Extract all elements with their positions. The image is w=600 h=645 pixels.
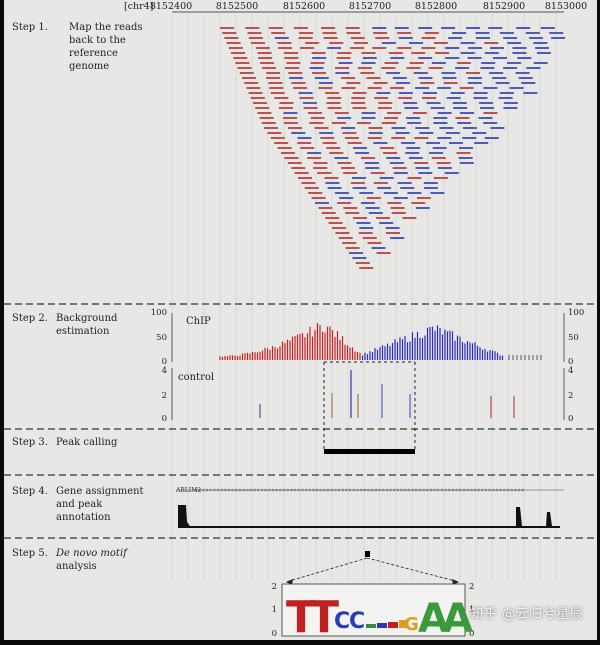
motif-tick-right-0: 0 [469,629,474,639]
logo-letter-5: G [404,614,419,635]
svg-text:Step 1.: Step 1. [12,22,48,33]
chip-signal-bars [219,323,542,360]
step-2-label: Step 2. Background estimation [12,313,118,337]
motif-tick-right-1: 1 [469,605,474,615]
gene-coverage-profile [176,505,560,528]
peak-summit-marker [365,551,370,557]
logo-letter-2: T [309,592,339,640]
coord-tick-5: 8152800 [415,1,457,12]
chip-tick-right-100: 100 [568,308,584,318]
coord-tick-2: 8152500 [216,1,258,12]
motif-tick-left-2: 2 [272,582,277,592]
control-bars [259,370,515,418]
svg-text:annotation: annotation [56,512,111,523]
svg-text:Map the reads: Map the reads [69,22,143,33]
chip-tick-left-0: 0 [162,357,167,367]
control-tick-right-0: 0 [568,414,573,424]
sequence-logo: T T C C G A A [286,592,473,640]
coordinate-axis: [chr4] 8152400 8152500 8152600 8152700 8… [124,1,587,13]
chip-tick-right-50: 50 [568,333,579,343]
logo-letter-3: C [334,609,350,634]
control-tick-left-2: 2 [162,391,167,401]
figure-panel: [chr4] 8152400 8152500 8152600 8152700 8… [4,0,597,640]
svg-text:Step 2.: Step 2. [12,313,48,324]
control-tick-right-2: 2 [568,391,573,401]
chip-label: ChIP [186,316,211,327]
svg-text:Peak calling: Peak calling [56,437,118,448]
coord-tick-1: 8152400 [150,1,192,12]
logo-letter-7: A [442,596,473,640]
step-1-label: Step 1. Map the reads back to the refere… [12,22,143,72]
svg-text:Step 4.: Step 4. [12,486,48,497]
svg-text:estimation: estimation [56,326,110,337]
peak-window [323,361,416,450]
step-3-label: Step 3. Peak calling [12,437,118,448]
logo-letter-1: T [286,592,316,640]
control-tick-right-4: 4 [568,366,573,376]
svg-text:genome: genome [69,61,109,72]
coord-tick-6: 8152900 [483,1,525,12]
control-label: control [178,372,214,383]
gene-direction-arrows: ««««««««««««««««««««««««««««««««««««««««… [194,487,525,494]
svg-text:Step 3.: Step 3. [12,437,48,448]
svg-text:and peak: and peak [56,499,103,510]
chip-tick-right-0: 0 [568,357,573,367]
chromosome-label: [chr4] [124,1,153,12]
motif-tick-left-0: 0 [272,629,277,639]
chip-tick-left-50: 50 [156,333,167,343]
vertical-grid [171,14,557,580]
pipeline-figure: [chr4] 8152400 8152500 8152600 8152700 8… [4,1,597,640]
read-pileup [220,27,566,269]
svg-text:analysis: analysis [56,561,97,572]
called-peak-bar [324,449,415,454]
svg-text:back to the: back to the [69,35,126,46]
gene-name: ABLIM2 [175,487,201,494]
control-tick-left-0: 0 [162,414,167,424]
step-5-label: Step 5. De novo motif analysis [12,548,129,572]
control-tick-left-4: 4 [162,366,167,376]
chip-tick-left-100: 100 [151,308,167,318]
motif-tick-right-2: 2 [469,582,474,592]
coord-tick-3: 8152600 [283,1,325,12]
svg-text:Gene assignment: Gene assignment [56,486,144,497]
logo-small-stacks [366,620,407,628]
motif-tick-left-1: 1 [272,605,277,615]
watermark: 知乎 @云归兮星辰 [470,607,583,622]
control-track: 4 2 0 4 2 0 control [162,366,574,424]
step-4-label: Step 4. Gene assignment and peak annotat… [12,486,144,523]
chip-track: 100 50 0 100 50 0 ChIP [151,308,584,367]
coord-tick-7: 8153000 [545,1,587,12]
svg-text:Step 5.: Step 5. [12,548,48,559]
logo-letter-4: C [349,609,365,634]
svg-text:Background: Background [56,313,118,324]
motif-section: 2 1 0 2 1 0 T T C C G A A [272,551,474,640]
logo-letter-6: A [418,596,449,640]
svg-text:reference: reference [69,48,118,59]
gene-annotation: ABLIM2 «««««««««««««««««««««««««««««««««… [175,487,564,528]
svg-text:De novo motif: De novo motif [55,548,129,559]
coord-tick-4: 8152700 [349,1,391,12]
